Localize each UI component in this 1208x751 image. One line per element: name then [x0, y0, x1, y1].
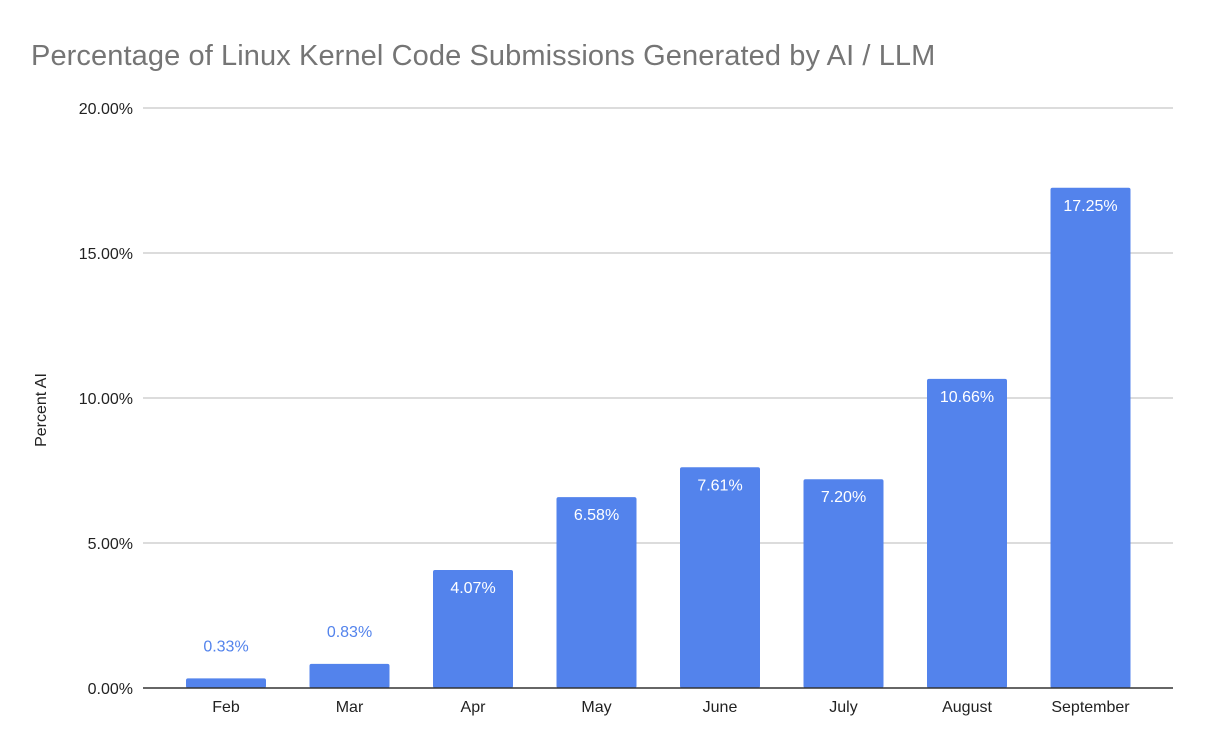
y-tick-label: 20.00% — [79, 101, 133, 118]
bar — [927, 378, 1007, 688]
y-axis-title: Percent AI — [33, 373, 50, 447]
bar — [803, 479, 884, 688]
bar — [556, 497, 637, 688]
data-label: 7.61% — [697, 477, 742, 494]
bar — [433, 569, 513, 688]
y-tick-label: 15.00% — [79, 246, 133, 263]
data-label: 4.07% — [450, 580, 495, 597]
data-label: 10.66% — [940, 389, 994, 406]
gridlines — [143, 107, 1173, 544]
chart-title: Percentage of Linux Kernel Code Submissi… — [31, 40, 936, 72]
y-tick-label: 5.00% — [88, 536, 133, 553]
data-label: 7.20% — [821, 489, 866, 506]
x-tick-label: Feb — [212, 699, 240, 716]
x-tick-label: June — [703, 699, 738, 716]
x-tick-label: September — [1051, 699, 1130, 716]
data-label: 0.33% — [203, 638, 248, 655]
bars — [186, 187, 1131, 688]
axes: 0.00% 5.00% 10.00% 15.00% 20.00% Feb Mar Apr May… — [79, 101, 1173, 716]
x-tick-label: May — [581, 699, 611, 716]
y-tick-label: 0.00% — [88, 681, 133, 698]
data-label: 6.58% — [574, 507, 619, 524]
x-tick-label: July — [829, 699, 857, 716]
x-tick-label: Mar — [336, 699, 364, 716]
data-label: 17.25% — [1063, 198, 1117, 215]
bar — [186, 678, 266, 688]
data-label: 0.83% — [327, 624, 372, 641]
x-tick-label: Apr — [461, 699, 487, 716]
y-tick-label: 10.00% — [79, 391, 133, 408]
x-tick-label: August — [942, 699, 992, 716]
data-labels: 0.33% 0.83% 4.07% 6.58% 7.61% 7.20% 10.66% 17.2… — [203, 198, 1117, 656]
bar — [309, 663, 390, 688]
bar — [1050, 187, 1131, 688]
bar — [680, 467, 760, 688]
